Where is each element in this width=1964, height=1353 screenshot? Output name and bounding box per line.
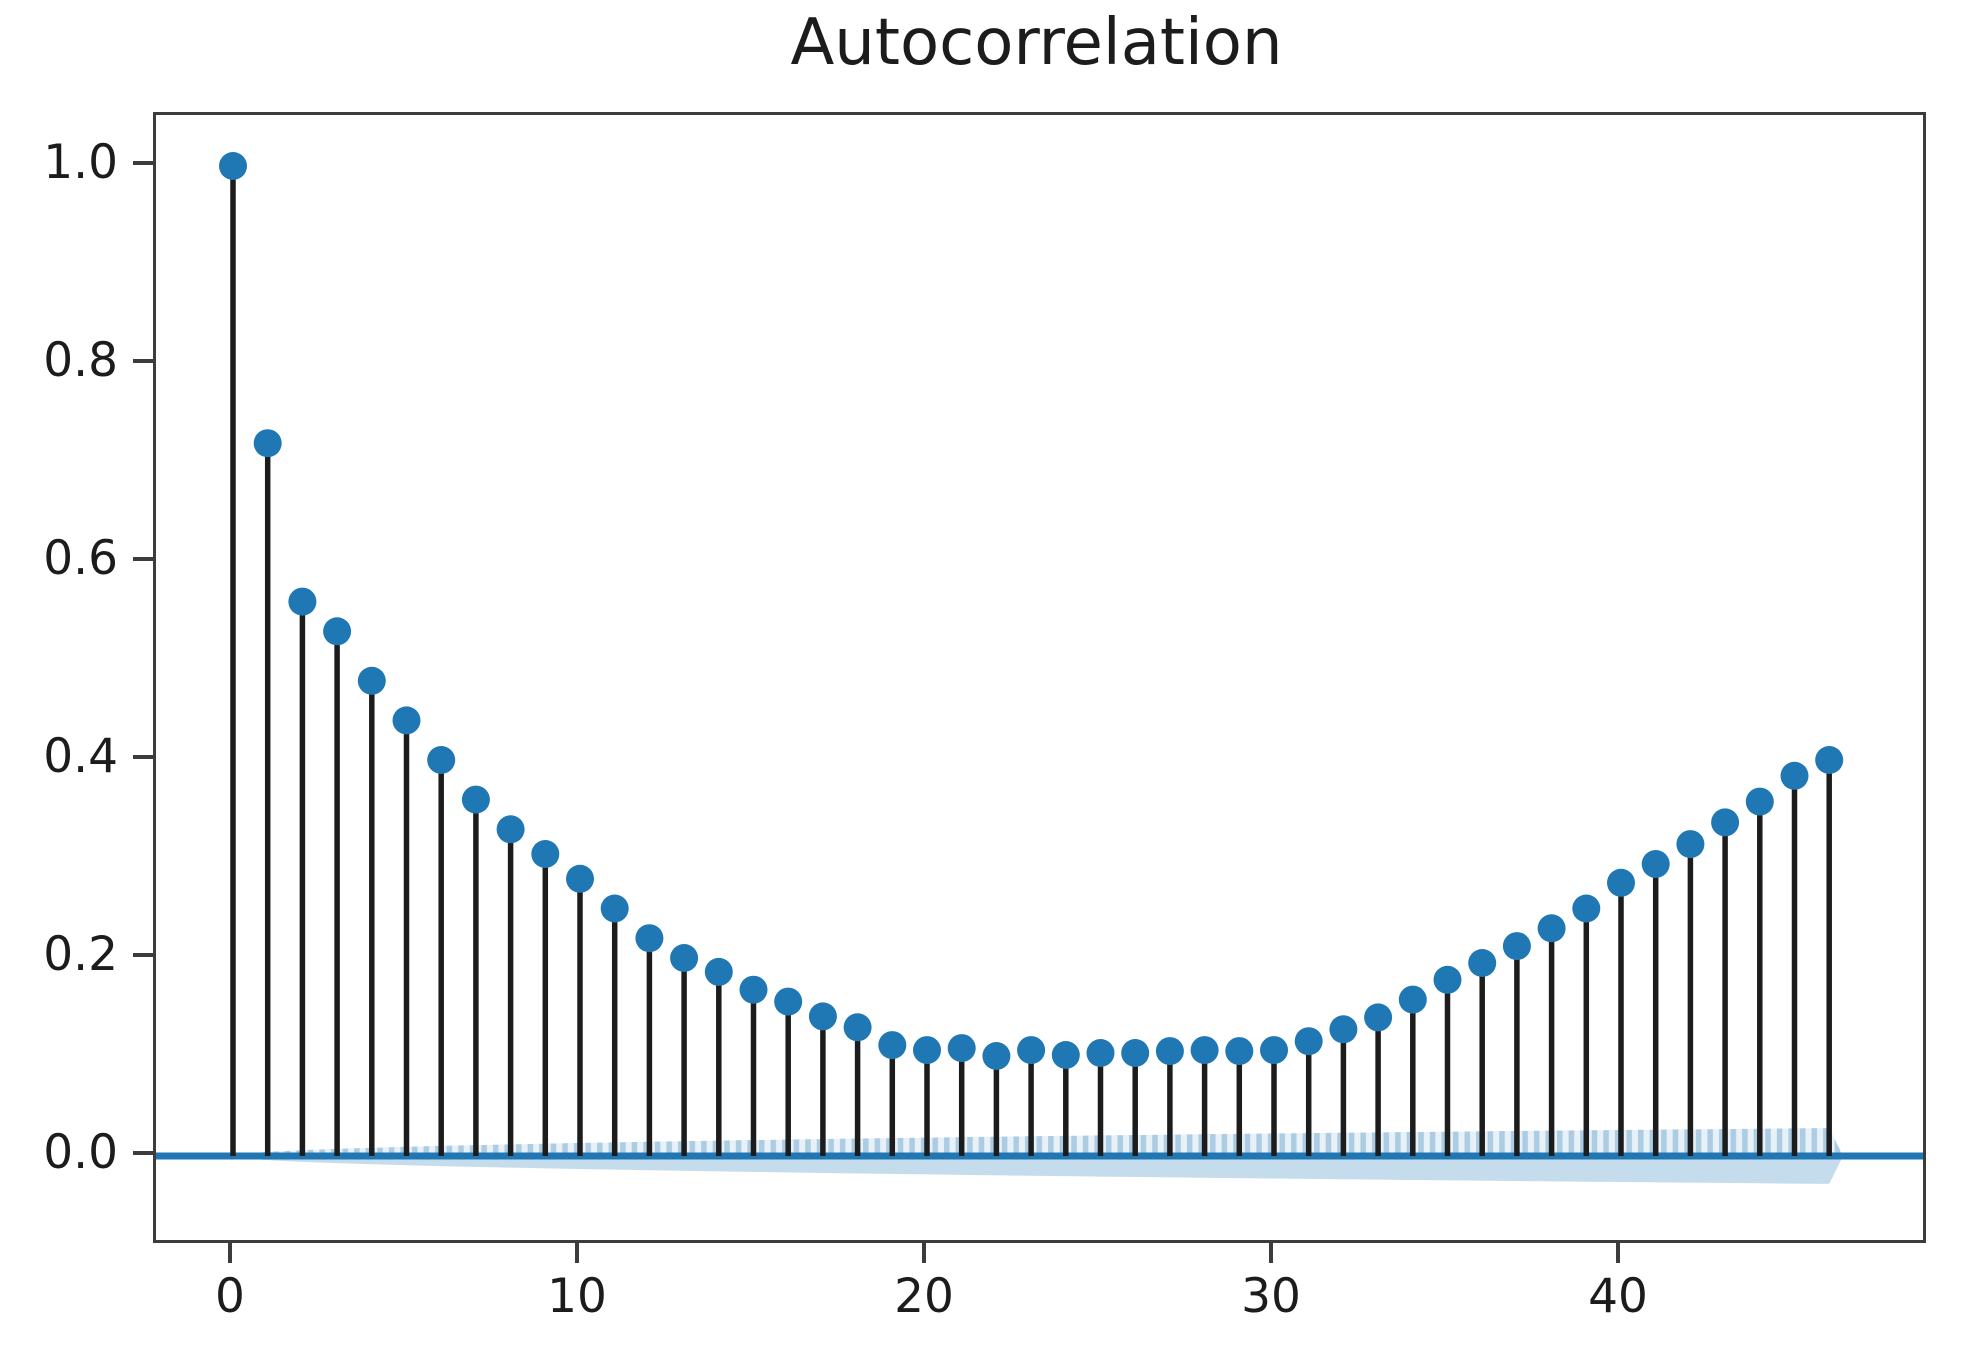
acf-point <box>1537 914 1566 943</box>
acf-point <box>1051 1041 1080 1069</box>
stem-markers <box>219 152 1844 1070</box>
acf-point <box>531 840 560 868</box>
acf-point <box>1572 894 1601 923</box>
acf-point <box>1502 932 1531 961</box>
y-tick-mark <box>133 953 153 957</box>
acf-point <box>1468 949 1497 977</box>
x-tick-mark <box>1269 1243 1273 1263</box>
acf-point <box>1676 830 1705 859</box>
acf-point <box>1329 1015 1358 1044</box>
y-tick-label: 0.0 <box>43 1125 118 1180</box>
acf-point <box>600 894 629 923</box>
stem-lines <box>230 166 1832 1156</box>
x-tick-label: 10 <box>547 1269 607 1324</box>
acf-point <box>1607 868 1635 897</box>
y-tick-label: 1.0 <box>43 135 118 190</box>
acf-point <box>739 975 768 1004</box>
acf-point <box>1711 808 1740 837</box>
x-tick-label: 0 <box>215 1269 245 1324</box>
x-tick-label: 30 <box>1241 1269 1301 1324</box>
acf-point <box>1017 1036 1046 1065</box>
acf-point <box>496 815 525 844</box>
x-tick-label: 20 <box>894 1269 954 1324</box>
acf-point <box>704 957 733 986</box>
acf-point <box>808 1002 837 1031</box>
acf-point <box>1433 965 1462 994</box>
acf-point <box>1815 746 1844 774</box>
acf-point <box>982 1042 1011 1070</box>
y-tick-mark <box>133 161 153 165</box>
acf-point <box>878 1031 907 1060</box>
acf-plot-svg <box>156 152 1923 1184</box>
y-tick-mark <box>133 755 153 759</box>
acf-point <box>288 587 317 616</box>
acf-point <box>843 1013 872 1042</box>
x-tick-mark <box>1616 1243 1620 1263</box>
plot-area <box>153 112 1926 1243</box>
y-tick-mark <box>133 557 153 561</box>
x-tick-mark <box>922 1243 926 1263</box>
acf-point <box>566 864 594 893</box>
acf-point <box>1641 850 1670 878</box>
acf-point <box>1086 1039 1115 1067</box>
chart-title: Autocorrelation <box>790 6 1283 80</box>
y-tick-mark <box>133 1151 153 1155</box>
acf-point <box>635 924 664 953</box>
acf-point <box>427 746 456 774</box>
acf-point <box>1121 1039 1150 1067</box>
acf-point <box>1780 761 1809 790</box>
y-tick-label: 0.6 <box>43 531 118 586</box>
acf-point <box>1294 1027 1323 1056</box>
x-tick-mark <box>575 1243 579 1263</box>
acf-point <box>1260 1036 1288 1065</box>
acf-point <box>1225 1037 1254 1066</box>
acf-point <box>323 617 352 646</box>
acf-point <box>461 785 490 814</box>
acf-point <box>670 944 699 972</box>
acf-point <box>913 1036 941 1065</box>
acf-point <box>1745 787 1774 816</box>
acf-point <box>1155 1037 1184 1066</box>
acf-point <box>1398 985 1427 1014</box>
acf-point <box>774 987 803 1016</box>
acf-point <box>947 1034 976 1063</box>
acf-point <box>253 429 282 458</box>
x-tick-mark <box>228 1243 232 1263</box>
y-tick-label: 0.2 <box>43 927 118 982</box>
acf-point <box>357 666 386 695</box>
acf-point <box>1364 1003 1393 1032</box>
y-tick-mark <box>133 359 153 363</box>
y-tick-label: 0.8 <box>43 333 118 388</box>
y-tick-label: 0.4 <box>43 729 118 784</box>
acf-point <box>392 706 421 735</box>
x-tick-label: 40 <box>1588 1269 1648 1324</box>
acf-point <box>1190 1036 1219 1065</box>
acf-point <box>219 152 247 180</box>
